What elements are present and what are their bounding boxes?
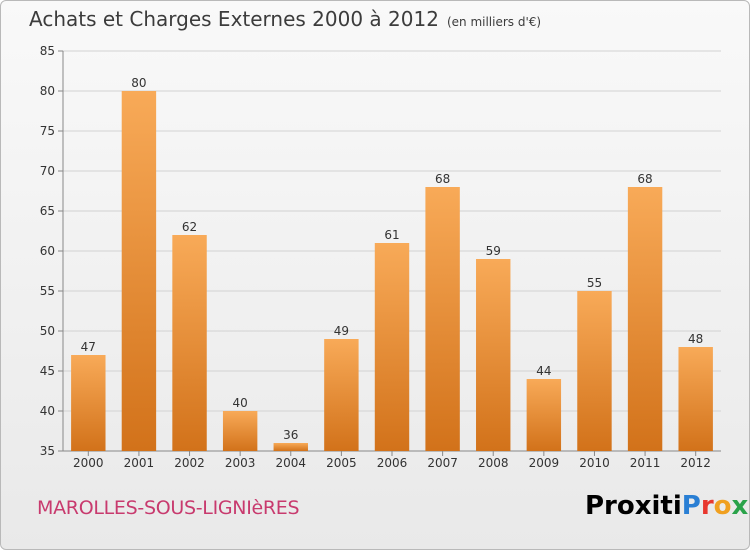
x-tick-label: 2002: [174, 456, 205, 470]
bar-2010: [577, 291, 612, 451]
y-tick-label: 40: [40, 404, 55, 418]
chart-subtitle: (en milliers d'€): [446, 15, 542, 29]
bar-value-label: 68: [435, 172, 450, 186]
x-tick-label: 2012: [680, 456, 711, 470]
bars: [71, 91, 713, 451]
x-tick-label: 2003: [225, 456, 256, 470]
bar-2012: [678, 347, 713, 451]
y-tick-label: 75: [40, 124, 55, 138]
bar-2006: [374, 243, 410, 451]
bar-value-label: 61: [384, 228, 399, 242]
bar-value-label: 59: [486, 244, 501, 258]
logo-letter: i: [748, 491, 749, 521]
bar-2001: [121, 91, 157, 451]
x-tick-label: 2000: [73, 456, 104, 470]
bar-2007: [425, 187, 460, 451]
x-tick-label: 2011: [630, 456, 661, 470]
x-tick-label: 2008: [478, 456, 509, 470]
bar-value-label: 36: [283, 428, 298, 442]
bar-2011: [627, 187, 663, 451]
logo-text: Proxiti: [585, 491, 682, 521]
x-tick-label: 2006: [377, 456, 408, 470]
y-tick-label: 80: [40, 84, 55, 98]
bar-2009: [526, 379, 562, 451]
chart-title: Achats et Charges Externes 2000 à 2012 (e…: [29, 7, 541, 31]
x-tick-label: 2004: [275, 456, 306, 470]
bar-2005: [324, 339, 359, 451]
bar-2000: [71, 355, 106, 451]
proxiti-logo[interactable]: ProxitiProxiti: [585, 491, 749, 521]
x-tick-label: 2007: [427, 456, 458, 470]
bar-value-label: 68: [637, 172, 652, 186]
labels: 35 40 45 50 55 60 65 70 75 80 85 47 2000 80 2001 62 2002…: [40, 44, 711, 470]
bar-value-label: 55: [587, 276, 602, 290]
x-tick-label: 2001: [124, 456, 155, 470]
y-tick-label: 55: [40, 284, 55, 298]
commune-name: MAROLLES-SOUS-LIGNIèRES: [37, 497, 300, 519]
x-tick-label: 2009: [529, 456, 560, 470]
y-tick-label: 65: [40, 204, 55, 218]
bar-value-label: 40: [233, 396, 248, 410]
y-tick-label: 50: [40, 324, 55, 338]
bar-2002: [172, 235, 207, 451]
logo-letter: r: [700, 491, 714, 521]
logo-letter: x: [731, 491, 749, 521]
y-tick-label: 85: [40, 44, 55, 58]
bar-value-label: 80: [131, 76, 146, 90]
bar-2003: [222, 411, 258, 451]
x-tick-label: 2005: [326, 456, 357, 470]
bar-value-label: 47: [81, 340, 96, 354]
bar-2004: [273, 443, 308, 451]
y-tick-label: 60: [40, 244, 55, 258]
bar-value-label: 49: [334, 324, 349, 338]
bar-value-label: 62: [182, 220, 197, 234]
bar-value-label: 48: [688, 332, 703, 346]
chart-title-text: Achats et Charges Externes 2000 à 2012: [29, 7, 439, 31]
y-tick-label: 35: [40, 444, 55, 458]
bar-value-label: 44: [536, 364, 551, 378]
bar-2008: [476, 259, 511, 451]
y-tick-label: 70: [40, 164, 55, 178]
y-tick-label: 45: [40, 364, 55, 378]
logo-letter: P: [681, 491, 701, 521]
x-tick-label: 2010: [579, 456, 610, 470]
logo-letter: o: [713, 491, 732, 521]
